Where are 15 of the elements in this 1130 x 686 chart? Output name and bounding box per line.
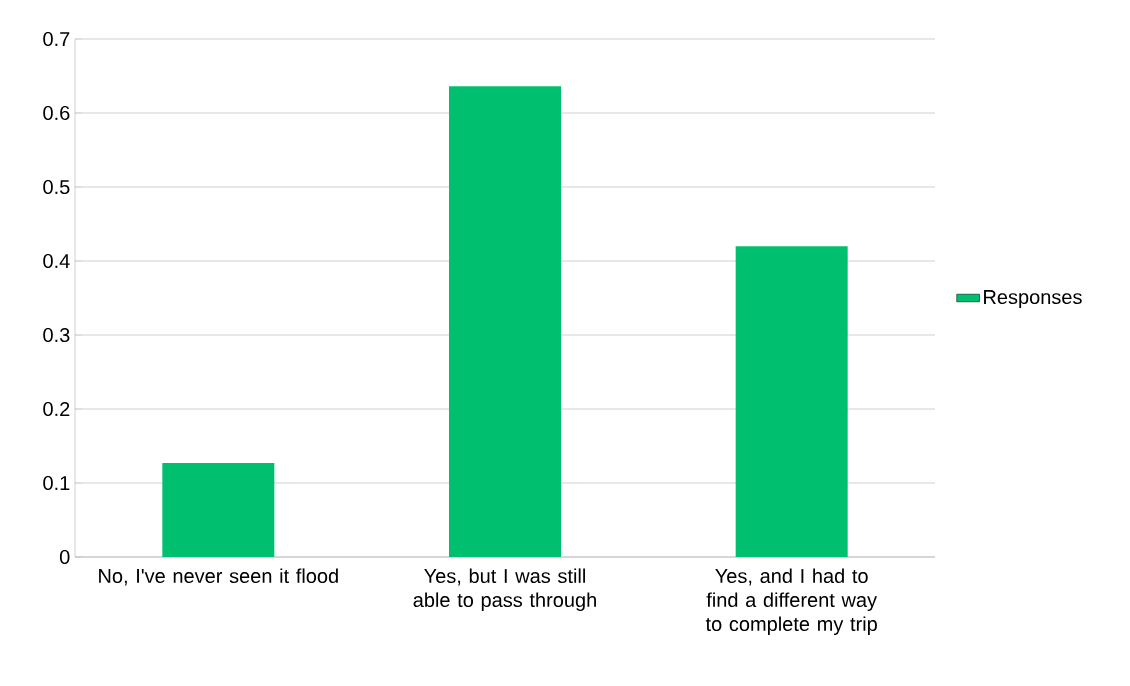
bar xyxy=(735,246,848,557)
x-tick-label: Yes, but I was still able to pass through xyxy=(413,568,596,612)
x-tick-label: Yes, and I had to find a different way to complete my trip xyxy=(705,568,878,636)
bar xyxy=(162,463,275,557)
y-tick-label: 0.3 xyxy=(43,327,70,343)
y-tick-label: 0.2 xyxy=(43,401,70,417)
y-tick-label: 0.4 xyxy=(43,253,70,269)
y-tick-label: 0.7 xyxy=(43,31,70,47)
legend-label: Responses xyxy=(984,290,1082,309)
y-tick-label: 0.1 xyxy=(43,475,70,491)
x-tick-label: No, I've never seen it flood xyxy=(99,568,338,586)
y-tick-label: 0.5 xyxy=(43,179,70,195)
y-tick-label: 0.6 xyxy=(43,105,70,121)
bar xyxy=(449,86,562,557)
y-tick-label: 0 xyxy=(59,549,70,565)
